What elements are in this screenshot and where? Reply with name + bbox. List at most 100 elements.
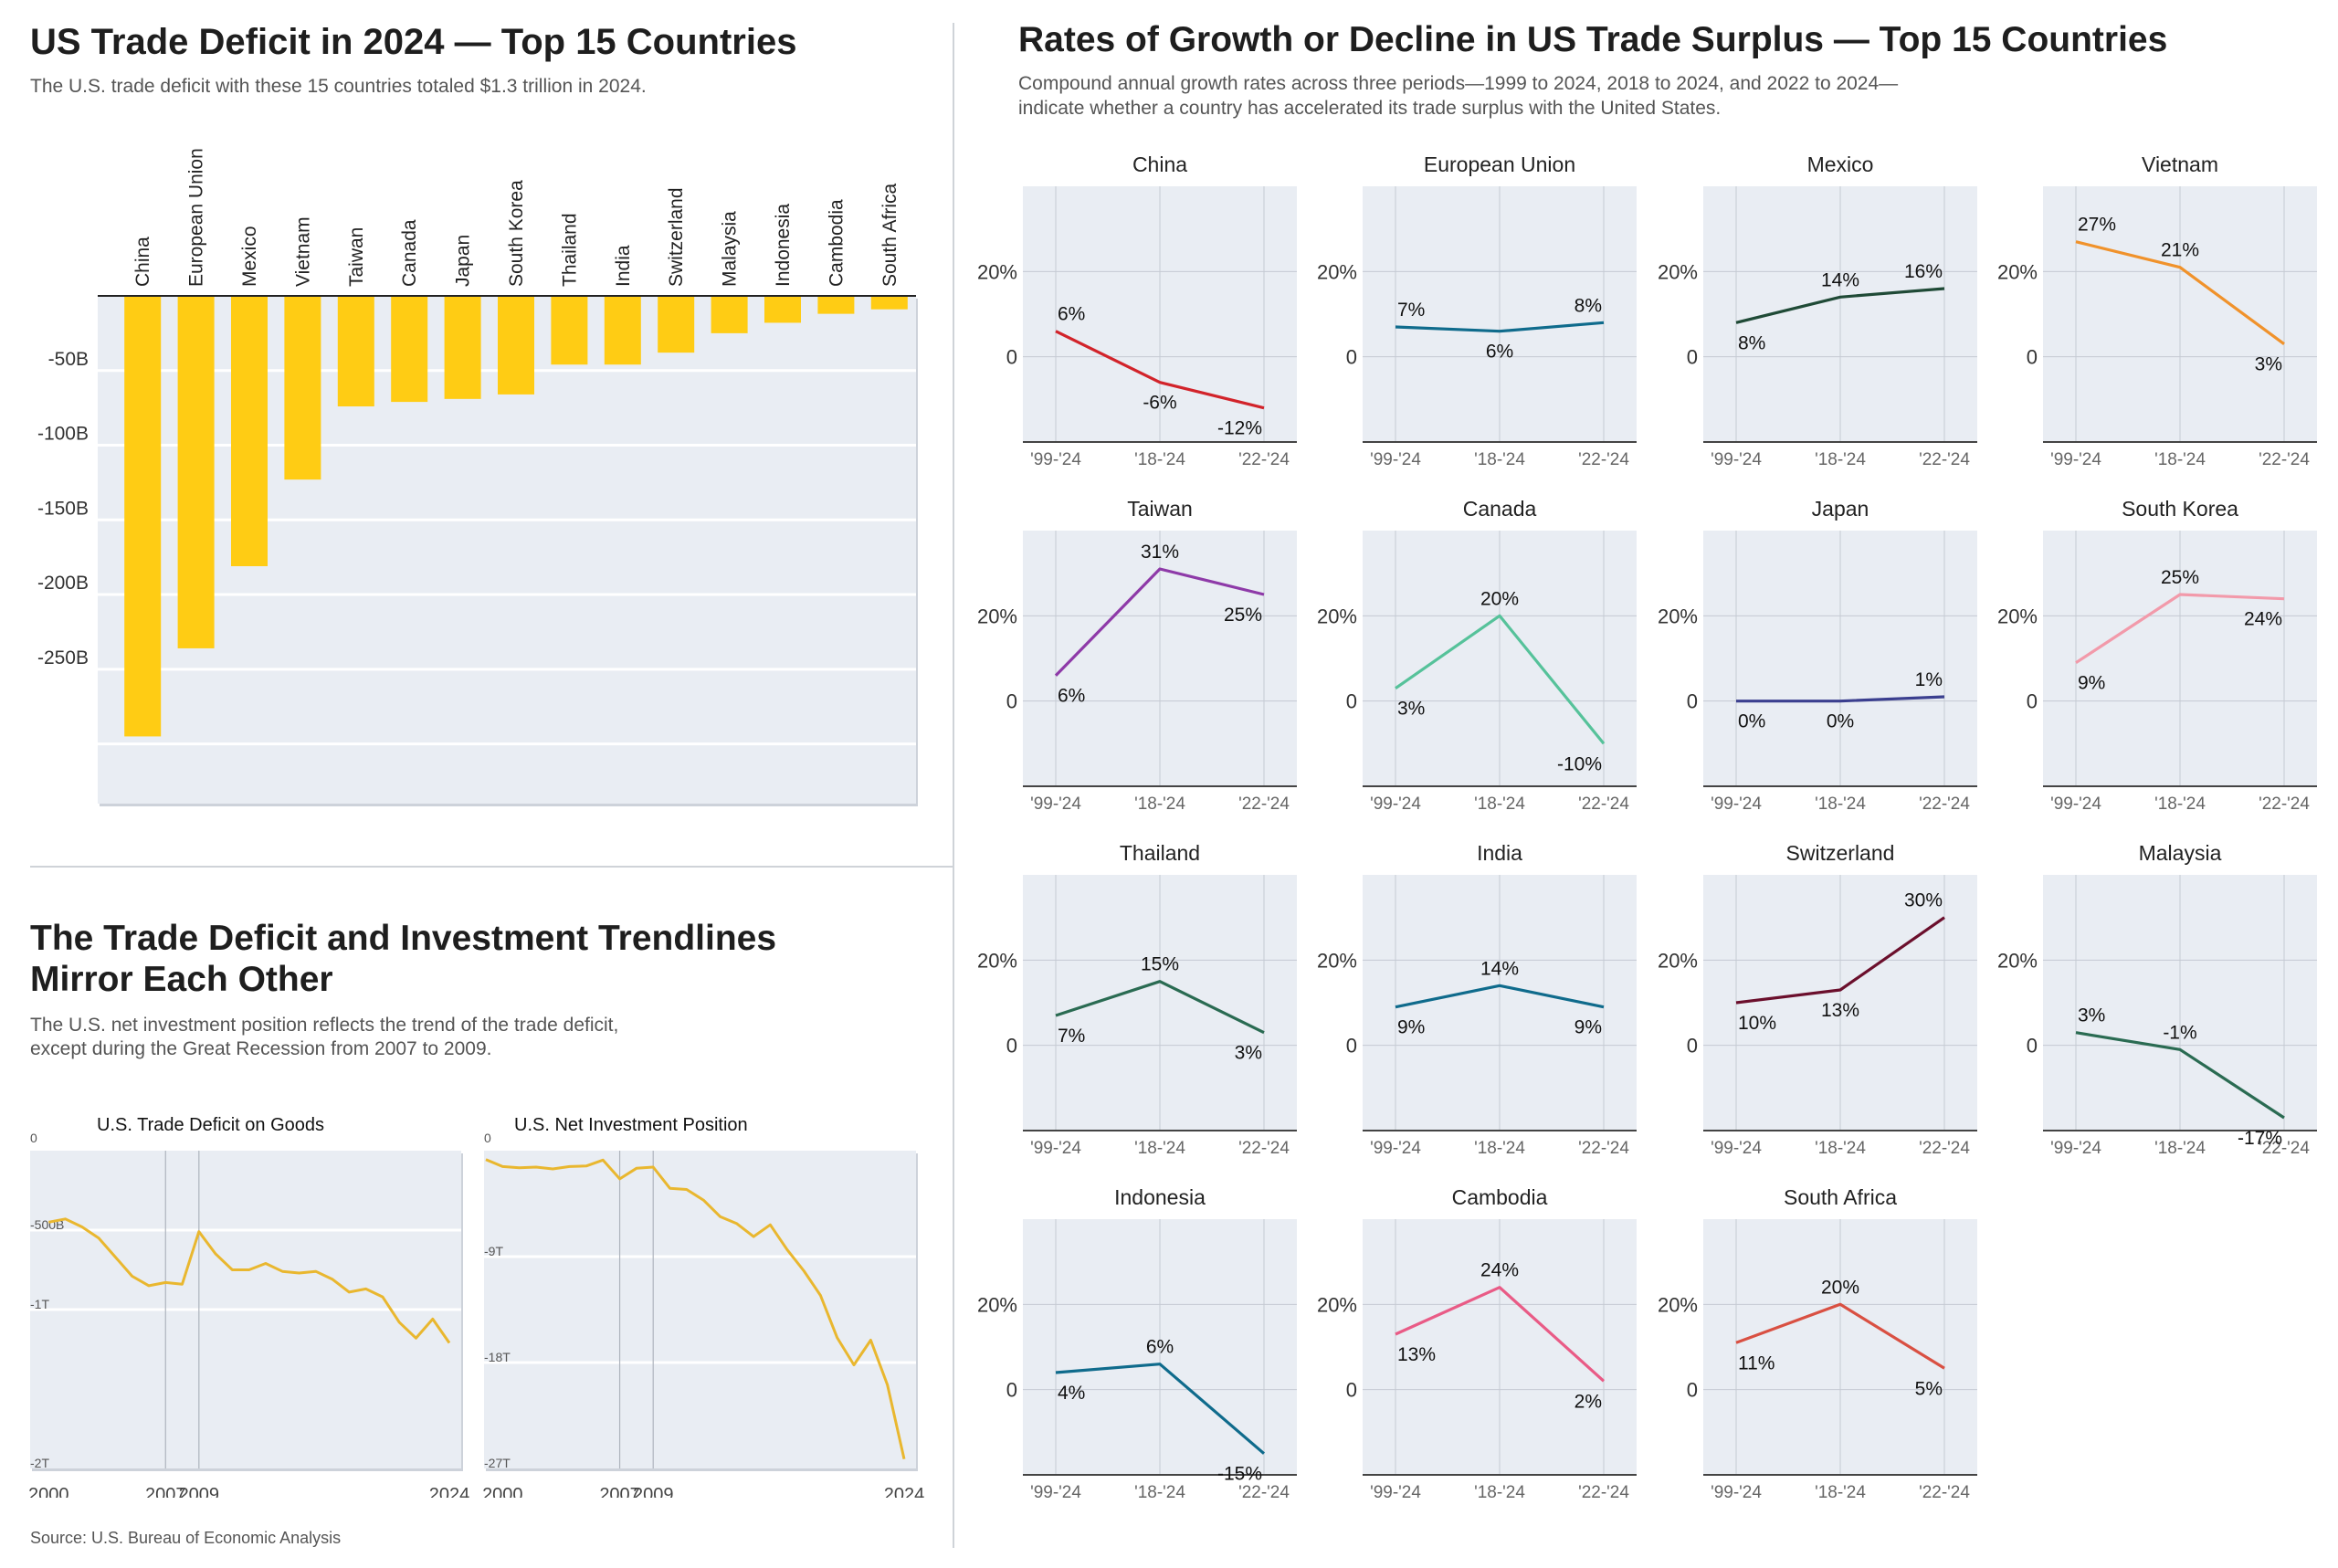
cagr-data-label: 3% — [2255, 354, 2282, 375]
bar-category-label: Taiwan — [346, 227, 367, 287]
trend-title-line2: Mirror Each Other — [30, 960, 333, 999]
cagr-ytick-label: 0 — [1687, 1035, 1698, 1058]
cagr-ytick-label: 0 — [1006, 346, 1017, 369]
cagr-xtick-label: '18-'24 — [2154, 450, 2206, 469]
deficit-bar — [444, 296, 481, 399]
cagr-xtick-label: '18-'24 — [1815, 1483, 1866, 1502]
cagr-ytick-label: 20% — [1997, 605, 2038, 627]
cagr-data-label: 9% — [2078, 673, 2105, 694]
cagr-data-label: -15% — [1217, 1464, 1262, 1485]
trend-xtick-label: 2009 — [179, 1485, 220, 1498]
cagr-xtick-label: '99-'24 — [1711, 1139, 1762, 1158]
cagr-panel-title: Cambodia — [1452, 1185, 1548, 1209]
trend-title-line1: The Trade Deficit and Investment Trendli… — [30, 919, 777, 958]
cagr-ytick-label: 20% — [977, 260, 1017, 283]
bar-category-label: South Korea — [506, 180, 527, 287]
trend-panel — [484, 1151, 916, 1468]
cagr-data-label: 6% — [1058, 304, 1085, 325]
cagr-line — [1054, 567, 1265, 677]
deficit-bar-chart: -50B -100B -150B -200B -250B China European Un… — [37, 148, 918, 806]
cagr-data-label: 27% — [2078, 215, 2116, 236]
cagr-line — [1395, 984, 1605, 1009]
cagr-xtick-label: '22-'24 — [1919, 1139, 1970, 1158]
deficit-bar — [551, 296, 588, 365]
cagr-data-label: 14% — [1480, 958, 1519, 979]
cagr-data-label: 3% — [2078, 1005, 2105, 1026]
vertical-divider — [953, 23, 954, 1548]
cagr-data-label: 25% — [2161, 567, 2199, 588]
bar-category-label: Canada — [399, 219, 420, 287]
cagr-ytick-label: 0 — [1346, 1035, 1357, 1058]
cagr-ytick-label: 20% — [977, 949, 1017, 972]
cagr-line — [1395, 1286, 1606, 1383]
bar-ytick-label: -100B — [37, 424, 89, 445]
cagr-xtick-label: '99-'24 — [1030, 1483, 1081, 1502]
cagr-xtick-label: '18-'24 — [1815, 795, 1866, 814]
cagr-data-label: 3% — [1397, 699, 1425, 720]
cagr-xtick-label: '22-'24 — [1238, 1139, 1290, 1158]
cagr-data-label: 21% — [2161, 240, 2199, 261]
deficit-bar — [124, 296, 162, 737]
cagr-xtick-label: '99-'24 — [1030, 795, 1081, 814]
deficit-bar — [284, 296, 321, 480]
deficit-bar — [711, 296, 748, 333]
cagr-data-label: -12% — [1217, 418, 1262, 439]
cagr-xtick-label: '22-'24 — [1238, 450, 1290, 469]
cagr-panel-title: India — [1477, 841, 1522, 865]
bar-category-label: Indonesia — [773, 204, 794, 287]
deficit-bar — [604, 296, 641, 365]
cagr-data-label: 24% — [2244, 609, 2282, 630]
cagr-line — [2075, 1031, 2285, 1120]
cagr-data-label: 11% — [1738, 1352, 1775, 1373]
cagr-data-label: 9% — [1574, 1017, 1602, 1038]
cagr-panel-title: Japan — [1812, 497, 1869, 521]
cagr-xtick-label: '22-'24 — [1578, 795, 1629, 814]
cagr-xtick-label: '22-'24 — [1238, 1483, 1290, 1502]
deficit-subtitle: The U.S. trade deficit with these 15 cou… — [30, 76, 647, 97]
cagr-ytick-label: 20% — [1317, 605, 1357, 627]
bar-category-label: Mexico — [239, 226, 260, 287]
trend-xtick-label: 2024 — [429, 1485, 470, 1498]
cagr-xtick-label: '22-'24 — [2259, 795, 2310, 814]
trend-xtick-label: 2007 — [599, 1485, 640, 1498]
cagr-xtick-label: '22-'24 — [1238, 795, 1290, 814]
cagr-ytick-label: 0 — [1687, 346, 1698, 369]
cagr-data-label: 13% — [1397, 1344, 1436, 1365]
trend-subtitle-line1: The U.S. net investment position reflect… — [30, 1015, 619, 1036]
cagr-panel-title: South Korea — [2122, 497, 2238, 521]
cagr-xtick-label: '99-'24 — [1711, 795, 1762, 814]
cagr-xtick-label: '22-'24 — [1919, 450, 1970, 469]
cagr-xtick-label: '99-'24 — [1370, 1139, 1421, 1158]
cagr-data-label: 1% — [1915, 669, 1943, 690]
cagr-xtick-label: '99-'24 — [1370, 1483, 1421, 1502]
deficit-bar — [231, 296, 268, 566]
cagr-data-label: 4% — [1058, 1383, 1085, 1404]
cagr-line — [1395, 614, 1606, 745]
cagr-xtick-label: '22-'24 — [1919, 795, 1970, 814]
trend-ytick-label: -9T — [484, 1244, 503, 1258]
bar-category-label: India — [613, 245, 634, 287]
cagr-ytick-label: 20% — [977, 1293, 1017, 1316]
trend-xtick-label: 2024 — [884, 1485, 925, 1498]
bar-category-label: South Africa — [879, 183, 900, 287]
deficit-bar — [764, 296, 801, 323]
cagr-xtick-label: '22-'24 — [1578, 450, 1629, 469]
bar-category-label: European Union — [186, 148, 207, 287]
cagr-line — [2075, 593, 2285, 665]
bar-category-label: Switzerland — [666, 187, 687, 287]
cagr-ytick-label: 0 — [2027, 1035, 2038, 1058]
cagr-line — [1055, 980, 1265, 1035]
cagr-data-label: 0% — [1738, 711, 1765, 732]
cagr-data-label: 7% — [1058, 1026, 1085, 1047]
cagr-xtick-label: '99-'24 — [2050, 450, 2101, 469]
trend-ytick-label: -2T — [30, 1456, 49, 1470]
cagr-ytick-label: 20% — [1997, 260, 2038, 283]
cagr-ytick-label: 0 — [2027, 690, 2038, 713]
trend-ytick-label: -27T — [484, 1456, 511, 1470]
cagr-panel-title: Indonesia — [1114, 1185, 1206, 1209]
trend-xtick-label: 2009 — [633, 1485, 674, 1498]
trend-subtitle-line2: except during the Great Recession from 2… — [30, 1038, 492, 1059]
cagr-xtick-label: '18-'24 — [2154, 795, 2206, 814]
growth-subtitle-line2: indicate whether a country has accelerat… — [1018, 98, 1722, 119]
